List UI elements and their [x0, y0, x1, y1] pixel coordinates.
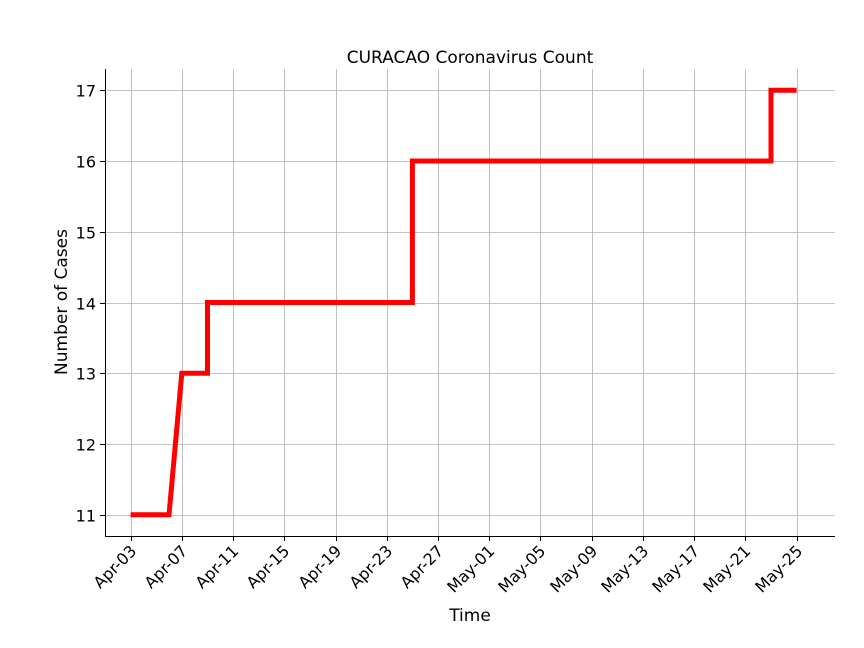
y-tick-label: 17	[76, 82, 96, 101]
x-tick-label: May-25	[751, 541, 806, 596]
x-tick-label: May-01	[443, 541, 498, 596]
x-tick-label: May-17	[648, 541, 703, 596]
x-tick-label: Apr-11	[192, 541, 243, 592]
series	[130, 87, 797, 518]
grid	[105, 69, 835, 536]
y-axis-label: Number of Cases	[52, 229, 72, 375]
x-tick-label: Apr-27	[397, 541, 448, 592]
x-tick-label: Apr-03	[90, 541, 141, 592]
y-tick-label: 16	[76, 153, 96, 172]
series-line	[130, 87, 797, 518]
y-tick-label: 13	[76, 365, 96, 384]
x-tick-label: May-13	[597, 541, 652, 596]
x-ticks: Apr-03 Apr-07 Apr-11 Apr-15 Apr-19 Apr-23 Apr-…	[90, 536, 806, 597]
y-ticks: 11 12 13 14 15 16 17	[76, 82, 105, 526]
chart-title: CURACAO Coronavirus Count	[347, 48, 594, 68]
x-tick-label: May-09	[546, 541, 601, 596]
x-tick-label: May-05	[494, 541, 549, 596]
y-tick-label: 14	[76, 295, 96, 314]
y-tick-label: 11	[76, 507, 96, 526]
y-tick-label: 15	[76, 224, 96, 243]
axes	[105, 69, 835, 537]
x-tick-label: May-21	[699, 541, 754, 596]
x-tick-label: Apr-23	[346, 541, 397, 592]
x-tick-label: Apr-07	[141, 541, 192, 592]
x-tick-label: Apr-15	[243, 541, 294, 592]
x-axis-label: Time	[448, 606, 491, 626]
x-tick-label: Apr-19	[295, 541, 346, 592]
y-tick-label: 12	[76, 436, 96, 455]
